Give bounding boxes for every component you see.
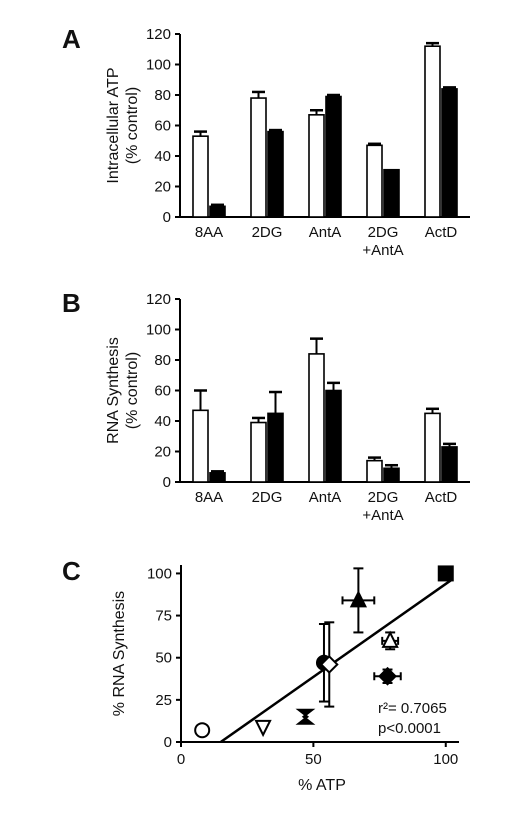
y-tick-label: 20	[154, 179, 171, 196]
bar	[325, 389, 342, 483]
bar	[366, 144, 383, 218]
x-tick-label: AntA	[309, 224, 342, 241]
bar	[424, 412, 441, 483]
y-tick-label: 60	[154, 383, 171, 400]
bar	[366, 459, 383, 483]
bar	[267, 412, 284, 483]
y-tick-label: 100	[147, 565, 172, 582]
bar	[250, 421, 267, 483]
panel-letter-b: B	[62, 288, 81, 318]
point-hourglass-marker	[295, 708, 316, 725]
x-axis-label: % ATP	[298, 777, 346, 794]
point-triangle-down-marker	[254, 719, 272, 738]
panel-a-bar-chart: 0 20 40 60 80 100 120 Intracellular ATP (% contr…	[105, 26, 470, 259]
y-tick-label: 100	[146, 57, 171, 74]
y-tick-label: 80	[154, 352, 171, 369]
bar	[424, 45, 441, 218]
point-square-marker	[437, 565, 454, 582]
y-tick-label: 0	[163, 474, 171, 491]
y-axis-label: % RNA Synthesis	[111, 591, 128, 716]
point-triangle-up-marker	[349, 590, 368, 608]
y-tick-label: 0	[163, 209, 171, 226]
x-tick-label: +AntA	[362, 507, 403, 524]
panel-letter-a: A	[62, 24, 81, 54]
point-triangle-up-marker	[381, 630, 399, 648]
x-tick-label: 2DG	[252, 489, 283, 506]
x-tick-label: ActD	[425, 489, 458, 506]
x-tick-label: 2DG	[252, 224, 283, 241]
bar	[325, 95, 342, 218]
y-tick-label: 80	[154, 87, 171, 104]
point-circle-marker	[194, 722, 211, 739]
y-tick-label: 100	[146, 322, 171, 339]
bar	[192, 135, 209, 218]
x-tick-label: +AntA	[362, 242, 403, 259]
x-tick-label: ActD	[425, 224, 458, 241]
y-axis-label: (% control)	[124, 87, 141, 164]
regression-line	[219, 579, 452, 744]
x-tick-label: 8AA	[195, 224, 223, 241]
y-axis-label: (% control)	[124, 352, 141, 429]
x-tick-label: 2DG	[368, 489, 399, 506]
p-value-annotation: p<0.0001	[378, 720, 441, 737]
y-tick-label: 75	[155, 608, 172, 625]
bar	[209, 472, 226, 483]
y-tick-label: 120	[146, 26, 171, 43]
bar	[441, 88, 458, 218]
point-diamond-marker	[319, 655, 339, 674]
y-tick-label: 60	[154, 118, 171, 135]
bar	[308, 114, 325, 218]
x-tick-label: AntA	[309, 489, 342, 506]
y-tick-label: 0	[164, 734, 172, 751]
bar	[441, 446, 458, 483]
bar	[250, 97, 267, 218]
bar	[267, 130, 284, 218]
y-tick-label: 40	[154, 413, 171, 430]
y-tick-label: 25	[155, 692, 172, 709]
y-tick-label: 40	[154, 148, 171, 165]
y-tick-label: 50	[155, 650, 172, 667]
panel-letter-c: C	[62, 556, 81, 586]
y-tick-label: 120	[146, 291, 171, 308]
panel-c-scatter-chart: 0 25 50 75 100 0 50 100 % RNA Synthesis % ATP r²= …	[111, 565, 459, 794]
x-tick-label: 8AA	[195, 489, 223, 506]
r-squared-annotation: r²= 0.7065	[378, 700, 447, 717]
bar	[308, 353, 325, 483]
bar	[192, 409, 209, 483]
y-axis-label: Intracellular ATP	[105, 67, 122, 183]
y-tick-label: 20	[154, 444, 171, 461]
x-tick-label: 100	[433, 751, 458, 768]
point-diamond-marker	[378, 666, 397, 686]
bar	[383, 467, 400, 483]
y-axis-label: RNA Synthesis	[105, 337, 122, 444]
x-tick-label: 2DG	[368, 224, 399, 241]
x-tick-label: 0	[177, 751, 185, 768]
panel-b-bar-chart: 0 20 40 60 80 100 120 RNA Synthesis (% control) 8…	[105, 291, 470, 524]
bar	[383, 168, 400, 218]
bar	[209, 205, 226, 218]
x-tick-label: 50	[305, 751, 322, 768]
